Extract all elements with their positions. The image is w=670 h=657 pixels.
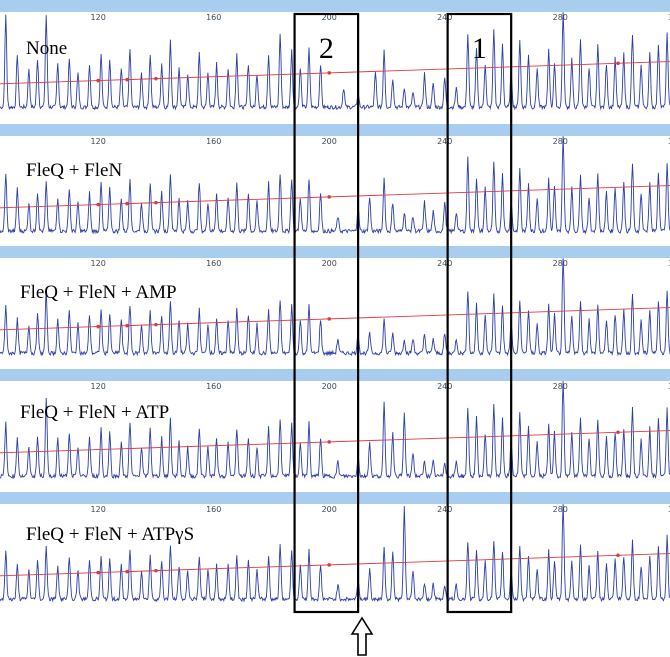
- x-tick-label: 120: [91, 137, 106, 146]
- sizing-line: [0, 553, 670, 577]
- x-tick-label: 200: [322, 382, 337, 391]
- sizing-marker: [327, 317, 332, 321]
- x-tick-label: 240: [437, 382, 452, 391]
- x-tick-label: 320: [668, 137, 670, 146]
- x-tick-label: 200: [322, 137, 337, 146]
- up-arrow-icon: [350, 616, 374, 656]
- x-tick-label: 160: [206, 505, 221, 514]
- axis-band: [0, 0, 670, 12]
- x-tick-label: 280: [553, 259, 568, 268]
- sizing-line: [0, 185, 670, 209]
- sizing-line: [0, 430, 670, 454]
- sizing-marker: [327, 440, 332, 444]
- panel-label: None: [26, 38, 67, 59]
- sizing-marker: [327, 195, 332, 199]
- panel-3: 120 160 200 240 280 320 FleQ + FleN + AMP: [0, 246, 670, 357]
- box-label: 2: [319, 32, 334, 65]
- panel-label: FleQ + FleN + AMP: [20, 282, 177, 303]
- sizing-marker: [616, 61, 620, 66]
- sizing-marker: [154, 76, 158, 81]
- x-tick-label: 280: [553, 505, 568, 514]
- sizing-marker: [154, 200, 158, 205]
- axis-band: [0, 124, 670, 136]
- panel-label: FleQ + FleN: [26, 160, 122, 181]
- sizing-marker: [125, 569, 129, 574]
- signal-trace: [0, 12, 670, 111]
- x-tick-label: 320: [668, 505, 670, 514]
- sizing-marker: [125, 323, 129, 328]
- sizing-marker: [327, 563, 332, 567]
- x-tick-label: 160: [206, 382, 221, 391]
- x-tick-label: 240: [437, 259, 452, 268]
- x-tick-label: 200: [322, 505, 337, 514]
- sizing-marker: [616, 553, 620, 558]
- sizing-line: [0, 307, 670, 331]
- axis-band: [0, 369, 670, 381]
- axis-band: [0, 492, 670, 504]
- signal-trace: [0, 381, 670, 480]
- x-tick-label: 280: [553, 382, 568, 391]
- sizing-marker: [96, 324, 100, 329]
- sizing-marker: [327, 71, 332, 75]
- panel-2: 120 160 200 240 280 320 FleQ + FleN: [0, 124, 670, 235]
- sizing-marker: [616, 430, 620, 435]
- x-tick-label: 160: [206, 13, 221, 22]
- sizing-marker: [96, 570, 100, 575]
- panels-layer: 120 160 200 240 280 320 None 120 160 200 240 280 320…: [0, 0, 670, 603]
- x-tick-label: 120: [91, 13, 106, 22]
- axis-band: [0, 246, 670, 258]
- x-tick-label: 320: [668, 259, 670, 268]
- sizing-marker: [154, 568, 158, 573]
- sizing-marker: [125, 77, 129, 82]
- panel-5: 120 160 200 240 280 320 FleQ + FleN + ATPγS: [0, 492, 670, 603]
- sizing-line: [0, 61, 670, 85]
- x-tick-label: 280: [553, 13, 568, 22]
- box-label: 1: [472, 32, 487, 65]
- sizing-marker: [125, 201, 129, 206]
- panel-label: FleQ + FleN + ATP: [20, 402, 169, 423]
- signal-trace: [0, 504, 670, 603]
- x-tick-label: 120: [91, 259, 106, 268]
- signal-trace: [0, 136, 670, 235]
- panel-label: FleQ + FleN + ATPγS: [26, 524, 194, 545]
- sizing-marker: [96, 202, 100, 207]
- box-1: [446, 12, 513, 614]
- sizing-marker: [154, 322, 158, 327]
- x-tick-label: 320: [668, 13, 670, 22]
- x-tick-label: 120: [91, 505, 106, 514]
- panel-4: 120 160 200 240 280 320 FleQ + FleN + ATP: [0, 369, 670, 480]
- x-tick-label: 160: [206, 259, 221, 268]
- x-tick-label: 280: [553, 137, 568, 146]
- x-tick-label: 320: [668, 382, 670, 391]
- x-tick-label: 240: [437, 13, 452, 22]
- x-tick-label: 200: [322, 259, 337, 268]
- signal-trace: [0, 258, 670, 357]
- x-tick-label: 240: [437, 137, 452, 146]
- x-tick-label: 200: [322, 13, 337, 22]
- x-tick-label: 120: [91, 382, 106, 391]
- sizing-marker: [96, 78, 100, 83]
- box-2: [293, 12, 360, 614]
- panel-1: 120 160 200 240 280 320 None: [0, 0, 670, 111]
- x-tick-label: 160: [206, 137, 221, 146]
- x-tick-label: 240: [437, 505, 452, 514]
